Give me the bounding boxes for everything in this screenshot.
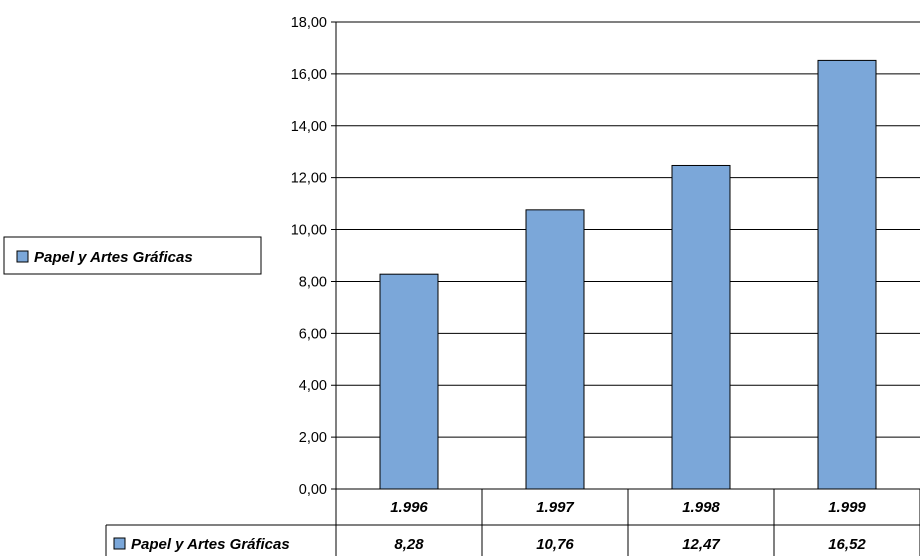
x-category-label: 1.997 — [536, 499, 574, 516]
y-tick-label: 16,00 — [291, 67, 327, 83]
y-tick-label: 4,00 — [299, 378, 327, 394]
y-tick-label: 6,00 — [299, 326, 327, 342]
y-tick-label: 2,00 — [299, 430, 327, 446]
y-axis-tick-labels: 0,00 2,00 4,00 6,00 8,00 10,00 12,00 14,00 16,00… — [291, 15, 327, 498]
bar-1.998 — [671, 164, 731, 490]
x-category-label: 1.998 — [682, 499, 720, 516]
bars — [379, 59, 877, 490]
bar-1.996 — [379, 273, 439, 490]
legend-swatch — [16, 250, 29, 263]
y-tick-label: 14,00 — [291, 119, 327, 135]
table-value-cell: 8,28 — [394, 536, 424, 553]
y-tick-label: 8,00 — [299, 274, 327, 290]
table-value-cell: 12,47 — [682, 536, 720, 553]
table-legend-swatch — [113, 537, 126, 550]
bar-1.997 — [525, 209, 585, 490]
table-value-cell: 10,76 — [536, 536, 574, 553]
x-category-label: 1.996 — [390, 499, 428, 516]
table-value-cell: 16,52 — [828, 536, 866, 553]
legend-box — [3, 236, 262, 275]
y-tick-label: 12,00 — [291, 171, 327, 187]
y-tick-label: 10,00 — [291, 223, 327, 239]
x-category-label: 1.999 — [828, 499, 866, 516]
bar-1.999 — [817, 59, 877, 490]
legend: Papel y Artes Gráficas — [3, 236, 262, 275]
table-series-label: Papel y Artes Gráficas — [131, 536, 290, 553]
legend-label: Papel y Artes Gráficas — [34, 249, 193, 266]
y-tick-label: 0,00 — [299, 482, 327, 498]
data-table: 1.996 8,28 1.997 10,76 1.998 12,47 1.999 16,52 P… — [105, 488, 920, 556]
y-tick-label: 18,00 — [291, 15, 327, 31]
